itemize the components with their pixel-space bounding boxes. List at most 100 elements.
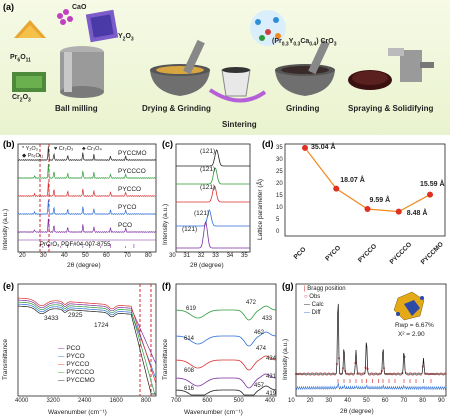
g-tick-40: 40	[344, 398, 351, 404]
b-legend-pr6o11: ◆ Pr₆O₁₁	[22, 153, 44, 159]
f-series-line-4	[176, 385, 276, 396]
c-peak-2: (121)	[200, 166, 216, 173]
crucible-icon	[221, 67, 251, 97]
b-tick-20: 20	[19, 253, 26, 259]
panel-g-refinement-chart	[294, 283, 447, 397]
c-tick-35: 35	[241, 253, 248, 259]
e-legend-pycco: — PYCCO	[58, 361, 90, 368]
g-tick-70: 70	[400, 398, 408, 404]
f-ylabel: Transmittance	[162, 339, 169, 380]
f-tick-600: 600	[202, 398, 213, 404]
panel-c-peak-chart	[175, 143, 251, 253]
d-point-pycco	[364, 205, 371, 212]
cao-powder-icon	[57, 9, 73, 25]
e-legend-pco: — PCO	[58, 345, 81, 352]
panel-b-label: (b)	[3, 139, 15, 149]
g-rwp: Rwp = 6.67%	[395, 322, 434, 329]
panel-f-ftir-zoom-chart	[175, 283, 277, 397]
b-tick-70: 70	[124, 253, 131, 259]
b-tick-40: 40	[61, 253, 68, 259]
f-annot-457: 457	[254, 383, 265, 389]
pr6o11-powder-icon	[14, 20, 46, 38]
c-series-line-3	[176, 209, 250, 227]
coated-sample-icon	[348, 70, 392, 90]
spray-gun-icon	[388, 48, 434, 82]
b-tick-30: 30	[40, 253, 47, 259]
f-annot-474: 474	[256, 346, 267, 352]
f-tick-400: 400	[265, 398, 276, 404]
product-formula: (Pr0.3Y0.3Ca0.4) CrO3	[272, 38, 337, 48]
crystal-polyhedra-icon	[393, 291, 425, 321]
g-tick-50: 50	[363, 398, 370, 404]
e-tick-3200: 3200	[46, 398, 60, 404]
e-tick-2400: 2400	[78, 398, 92, 404]
b-legend-cr3o4: ♣ Cr₃O₄	[82, 146, 102, 152]
b-reference-label: PrCrO₃ PDF#04-007-8755	[40, 242, 111, 248]
ball-mill-jar-icon	[60, 46, 104, 98]
g-obs-point	[331, 372, 334, 375]
e-annot-2925: 2925	[68, 312, 83, 319]
c-series-line-0	[176, 149, 250, 167]
g-obs-point	[438, 373, 441, 376]
b-series-pco: PCO	[118, 222, 133, 229]
g-tick-80: 80	[419, 398, 426, 404]
perovskite-structure-icon	[250, 10, 286, 46]
g-ylabel: Intensity (a.u.)	[282, 338, 289, 380]
e-xlabel: Wavenumber (cm⁻¹)	[48, 409, 107, 416]
d-ytick-35: 35	[276, 145, 283, 151]
f-annot-431: 431	[266, 374, 277, 380]
d-annot-0: 35.04 Å	[311, 143, 336, 151]
b-tick-50: 50	[82, 253, 89, 259]
b-series-pycco2: PYCCO	[118, 186, 142, 193]
e-tick-4000: 4000	[15, 398, 29, 404]
schematic-art	[12, 9, 434, 103]
step-ball-milling: Ball milling	[55, 104, 98, 113]
f-annot-614: 614	[184, 336, 195, 342]
g-diff-line	[295, 382, 447, 391]
y2o3-label: Y2O3	[118, 33, 134, 43]
e-annot-3433: 3433	[44, 315, 59, 322]
c-ylabel: Intensity (a.u.)	[162, 203, 169, 245]
panel-f-label: (f)	[162, 281, 171, 291]
g-tick-90: 90	[438, 398, 445, 404]
g-obs-point	[376, 373, 379, 376]
e-series-line-pycco	[17, 297, 157, 384]
g-chi: X² = 2.90	[398, 331, 425, 338]
panel-e-ftir-chart	[17, 283, 157, 397]
g-legend-obs: ○ Obs	[304, 294, 321, 300]
f-annot-419: 419	[266, 391, 277, 397]
b-series-pyco: PYCO	[118, 204, 137, 211]
f-annot-434: 434	[266, 356, 277, 362]
e-ylabel: Transmittance	[2, 339, 9, 380]
b-series-line-pco	[17, 218, 157, 233]
f-annot-462: 462	[254, 330, 265, 336]
f-series-line-1	[176, 331, 276, 347]
g-obs-point	[440, 372, 443, 375]
d-ylabel: Lattice parameter (Å)	[257, 178, 264, 240]
c-xlabel: 2θ (degree)	[190, 262, 224, 269]
g-legend-calc: — Calc	[304, 302, 324, 308]
f-annot-608: 608	[184, 368, 195, 374]
f-series-line-2	[176, 355, 276, 371]
d-point-pco	[302, 144, 308, 151]
c-peak-4: (121)	[194, 210, 210, 217]
panel-b-xrd-chart	[17, 143, 157, 253]
c-series-line-2	[176, 185, 250, 203]
g-obs-point	[350, 372, 353, 375]
g-tick-20: 20	[306, 398, 314, 404]
b-tick-60: 60	[103, 253, 110, 259]
b-series-pycco: PYCCCO	[118, 168, 146, 175]
g-tick-60: 60	[381, 398, 389, 404]
f-series-line-0	[176, 305, 276, 321]
g-tick-30: 30	[325, 398, 333, 404]
d-annot-4: 15.59 Å	[420, 180, 445, 188]
g-xlabel: 2θ (degree)	[340, 408, 374, 415]
panel-c-label: (c)	[162, 139, 173, 149]
c-peak-1: (121)	[200, 148, 216, 155]
d-point-pyccco	[395, 208, 402, 215]
c-series-line-1	[176, 167, 250, 185]
mortar-icon-1	[150, 39, 210, 96]
b-legend-cr2o3: ♥ Cr₂O₃	[54, 146, 74, 152]
g-tick-10: 10	[288, 398, 295, 404]
